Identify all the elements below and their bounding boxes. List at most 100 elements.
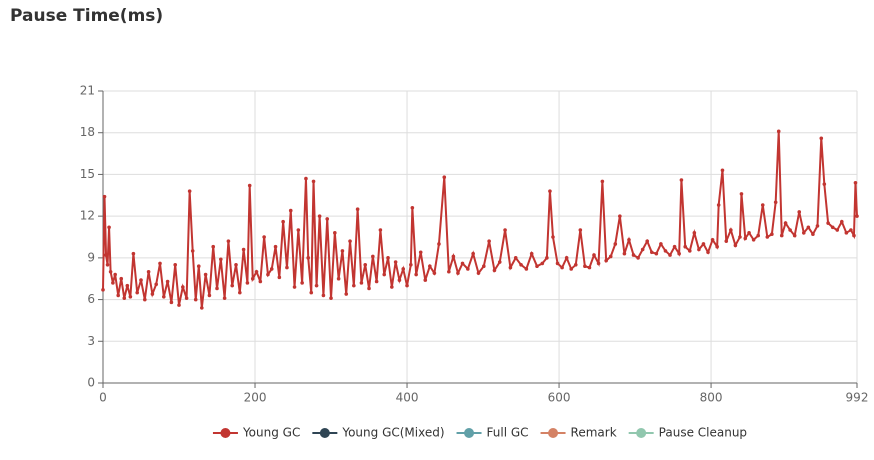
data-point — [592, 253, 596, 257]
legend-item[interactable]: Young GC(Mixed) — [312, 426, 445, 440]
data-point — [203, 272, 208, 277]
y-tick-label: 0 — [87, 376, 95, 390]
data-point — [733, 243, 738, 248]
legend-marker — [636, 428, 647, 438]
data-point — [622, 251, 627, 256]
y-tick-label: 15 — [80, 167, 95, 181]
data-point — [806, 225, 811, 230]
data-point — [288, 208, 293, 213]
data-point — [102, 194, 107, 199]
data-point — [169, 300, 174, 305]
data-point — [245, 281, 250, 285]
data-point — [111, 281, 115, 285]
data-point — [390, 285, 394, 289]
data-point — [729, 228, 733, 232]
data-point — [277, 275, 282, 280]
data-point — [654, 251, 659, 256]
legend-item[interactable]: Pause Cleanup — [628, 426, 747, 440]
data-point — [618, 214, 622, 218]
data-point — [184, 296, 189, 300]
legend-item[interactable]: Young GC — [212, 426, 300, 440]
data-point — [226, 239, 231, 243]
data-point — [596, 261, 601, 266]
data-point — [173, 263, 178, 267]
x-tick-label: 200 — [244, 391, 267, 405]
data-point — [760, 203, 765, 207]
data-point — [409, 263, 413, 267]
data-point — [613, 242, 618, 246]
data-point — [101, 288, 105, 292]
data-point — [371, 254, 375, 259]
data-point — [513, 256, 518, 260]
data-point — [238, 290, 242, 295]
data-point — [119, 276, 124, 281]
data-point — [348, 239, 352, 243]
data-point — [131, 251, 136, 256]
data-point — [519, 263, 523, 267]
data-point — [234, 263, 238, 267]
data-point — [765, 235, 770, 239]
legend-label: Pause Cleanup — [659, 426, 747, 440]
data-point — [853, 180, 858, 185]
data-point — [835, 228, 840, 232]
y-tick-label: 18 — [80, 125, 95, 139]
data-point — [200, 306, 204, 310]
data-point — [683, 244, 688, 249]
data-point — [241, 247, 246, 252]
data-point — [113, 272, 117, 277]
data-point — [135, 290, 140, 295]
data-point — [418, 250, 423, 255]
data-point — [108, 269, 113, 274]
legend-item[interactable]: Full GC — [456, 426, 529, 440]
data-point — [471, 251, 475, 256]
x-tick-label: 0 — [99, 391, 107, 405]
data-point — [165, 279, 170, 284]
data-point — [529, 251, 534, 256]
x-tick-label: 600 — [548, 391, 571, 405]
data-point — [401, 267, 406, 271]
data-point — [150, 292, 155, 296]
data-point — [583, 264, 587, 269]
data-point — [587, 265, 592, 270]
data-point — [304, 176, 308, 181]
data-point — [158, 261, 162, 266]
data-point — [564, 256, 569, 260]
data-point — [849, 228, 853, 232]
data-point — [645, 239, 650, 243]
data-point — [414, 272, 418, 277]
legend-label: Young GC(Mixed) — [341, 426, 444, 440]
data-point — [492, 268, 497, 273]
data-point — [382, 272, 387, 277]
data-point — [104, 253, 108, 257]
data-point — [573, 263, 578, 267]
legend-item[interactable]: Remark — [540, 426, 617, 440]
data-point — [306, 256, 311, 260]
data-point — [545, 256, 549, 260]
data-point — [844, 231, 849, 235]
y-tick-label: 9 — [87, 250, 95, 264]
data-point — [363, 263, 368, 267]
data-point — [773, 200, 778, 205]
data-point — [314, 283, 319, 288]
data-point — [460, 261, 465, 266]
data-point — [367, 286, 371, 291]
data-point — [386, 256, 390, 260]
data-point — [266, 272, 270, 277]
data-point — [273, 244, 278, 249]
data-point — [692, 231, 697, 235]
data-point — [508, 265, 513, 270]
x-tick-label: 400 — [396, 391, 419, 405]
data-point — [548, 189, 552, 193]
data-point — [262, 235, 266, 239]
data-point — [105, 263, 110, 267]
data-point — [776, 129, 781, 134]
data-point — [640, 247, 645, 252]
data-point — [604, 258, 608, 263]
data-point — [747, 231, 751, 235]
data-point — [333, 231, 337, 235]
data-point — [230, 283, 235, 288]
data-point — [663, 249, 668, 253]
data-point — [143, 297, 147, 302]
data-point — [442, 175, 447, 180]
